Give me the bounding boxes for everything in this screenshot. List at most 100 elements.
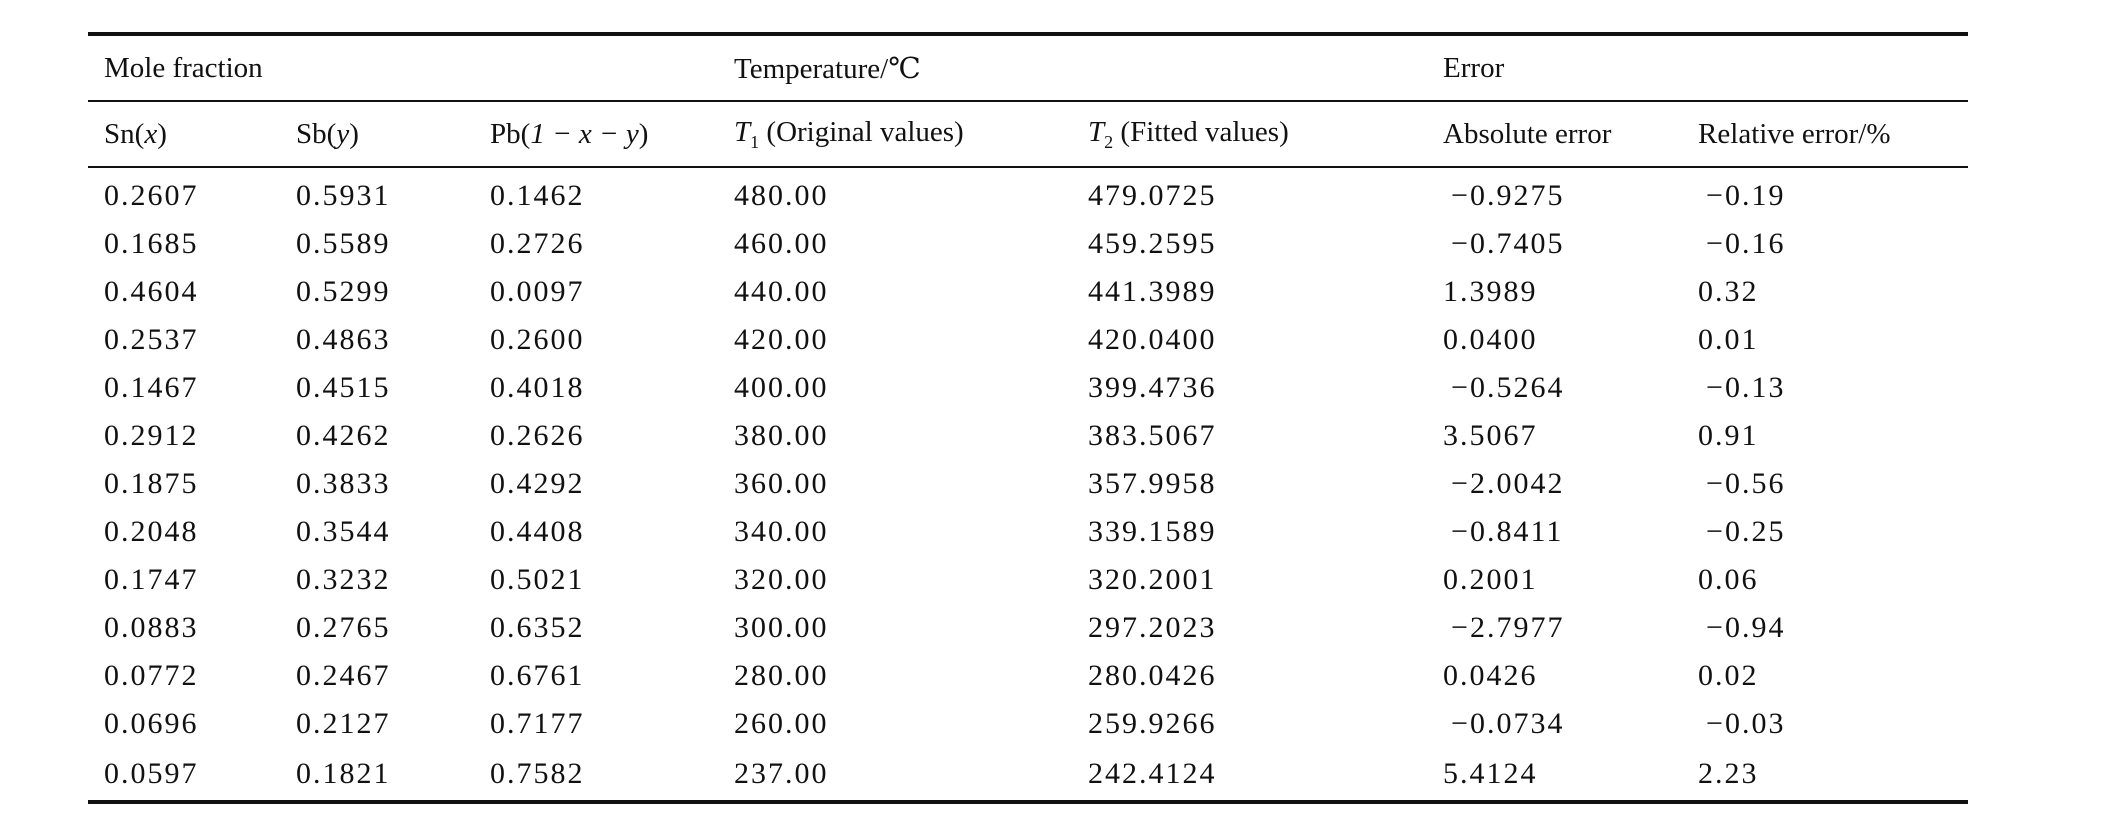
cell-t2: 479.0725 bbox=[1088, 179, 1217, 212]
table-row: 0.0772 0.2467 0.6761 280.00 280.0426 0.0426 0.… bbox=[88, 652, 1968, 700]
cell-sb: 0.1821 bbox=[280, 748, 474, 804]
cell-t2: 339.1589 bbox=[1088, 515, 1217, 548]
cell-absolute-error: 0.0400 bbox=[1443, 323, 1538, 356]
cell-relative-error: 0.06 bbox=[1698, 563, 1759, 596]
cell-t2: 297.2023 bbox=[1088, 611, 1217, 644]
cell-t1: 320.00 bbox=[734, 563, 829, 596]
col-header-sb-var: y bbox=[336, 117, 350, 150]
group-header-temperature: Temperature/℃ bbox=[718, 32, 1428, 102]
col-header-absolute-error: Absolute error bbox=[1427, 101, 1683, 168]
cell-pb: 0.7582 bbox=[474, 748, 719, 804]
cell-sn: 0.1875 bbox=[104, 467, 199, 500]
table-body: 0.2607 0.5931 0.1462 480.00 479.0725 −0.9275 −… bbox=[88, 167, 1969, 804]
table-row: 0.0597 0.1821 0.7582 237.00 242.4124 5.4124 2.… bbox=[88, 748, 1969, 804]
col-header-sn-var: x bbox=[144, 117, 158, 150]
table-row: 0.0883 0.2765 0.6352 300.00 297.2023 −2.7977 −… bbox=[88, 604, 1968, 652]
cell-pb: 0.2626 bbox=[490, 419, 585, 452]
cell-sb: 0.5931 bbox=[296, 179, 391, 212]
col-header-sn-label: Sn bbox=[104, 117, 135, 150]
cell-sb: 0.2467 bbox=[296, 659, 391, 692]
cell-absolute-error: −2.7977 bbox=[1451, 611, 1565, 644]
cell-pb: 0.0097 bbox=[490, 275, 585, 308]
cell-pb: 0.1462 bbox=[490, 179, 585, 212]
cell-absolute-error: 0.2001 bbox=[1443, 563, 1538, 596]
cell-sb: 0.4262 bbox=[296, 419, 391, 452]
table-row: 0.2912 0.4262 0.2626 380.00 383.5067 3.5067 0.… bbox=[88, 412, 1968, 460]
group-header-mole-fraction: Mole fraction bbox=[88, 32, 719, 102]
cell-relative-error: 0.91 bbox=[1698, 419, 1759, 452]
table-row: 0.4604 0.5299 0.0097 440.00 441.3989 1.3989 0.… bbox=[88, 268, 1968, 316]
cell-pb: 0.4292 bbox=[490, 467, 585, 500]
col-header-t2: T2 (Fitted values) bbox=[1072, 101, 1428, 168]
table-row: 0.2607 0.5931 0.1462 480.00 479.0725 −0.9275 −… bbox=[88, 167, 1968, 220]
cell-relative-error: 0.32 bbox=[1698, 275, 1759, 308]
cell-sb: 0.2127 bbox=[296, 707, 391, 740]
table-row: 0.2537 0.4863 0.2600 420.00 420.0400 0.0400 0.… bbox=[88, 316, 1968, 364]
cell-pb: 0.6761 bbox=[490, 659, 585, 692]
cell-relative-error: −0.16 bbox=[1706, 227, 1786, 260]
cell-sn: 0.2912 bbox=[104, 419, 199, 452]
cell-sn: 0.2607 bbox=[104, 179, 199, 212]
table-row: 0.2048 0.3544 0.4408 340.00 339.1589 −0.8411 −… bbox=[88, 508, 1968, 556]
group-header-row: Mole fraction Temperature/℃ Error bbox=[88, 32, 1969, 102]
cell-sb: 0.5589 bbox=[296, 227, 391, 260]
cell-t1: 340.00 bbox=[734, 515, 829, 548]
cell-absolute-error: −0.5264 bbox=[1451, 371, 1565, 404]
cell-t2: 280.0426 bbox=[1088, 659, 1217, 692]
cell-relative-error: 0.02 bbox=[1698, 659, 1759, 692]
table-row: 0.1747 0.3232 0.5021 320.00 320.2001 0.2001 0.… bbox=[88, 556, 1968, 604]
cell-t1: 460.00 bbox=[734, 227, 829, 260]
cell-sb: 0.2765 bbox=[296, 611, 391, 644]
col-header-t2-symbol: T bbox=[1088, 115, 1105, 148]
cell-t2: 459.2595 bbox=[1088, 227, 1217, 260]
cell-pb: 0.4018 bbox=[490, 371, 585, 404]
cell-relative-error: −0.19 bbox=[1706, 179, 1786, 212]
data-table: Mole fraction Temperature/℃ Error Sn(x) … bbox=[88, 32, 1969, 804]
table-row: 0.1685 0.5589 0.2726 460.00 459.2595 −0.7405 −… bbox=[88, 220, 1968, 268]
cell-sb: 0.4515 bbox=[296, 371, 391, 404]
table-row: 0.1467 0.4515 0.4018 400.00 399.4736 −0.5264 −… bbox=[88, 364, 1968, 412]
cell-t2: 320.2001 bbox=[1088, 563, 1217, 596]
cell-t1: 260.00 bbox=[734, 707, 829, 740]
cell-t1: 480.00 bbox=[734, 179, 829, 212]
cell-pb: 0.4408 bbox=[490, 515, 585, 548]
col-header-sb-label: Sb bbox=[296, 117, 327, 150]
cell-sn: 0.1747 bbox=[104, 563, 199, 596]
cell-t1: 360.00 bbox=[734, 467, 829, 500]
cell-sb: 0.3232 bbox=[296, 563, 391, 596]
cell-relative-error: 0.01 bbox=[1698, 323, 1759, 356]
col-header-relative-error: Relative error/% bbox=[1682, 101, 1969, 168]
cell-pb: 0.2726 bbox=[490, 227, 585, 260]
cell-sb: 0.5299 bbox=[296, 275, 391, 308]
cell-sn: 0.0772 bbox=[104, 659, 199, 692]
col-header-t1-label: (Original values) bbox=[766, 115, 964, 148]
cell-relative-error: 2.23 bbox=[1682, 748, 1969, 804]
cell-t1: 400.00 bbox=[734, 371, 829, 404]
cell-absolute-error: 3.5067 bbox=[1443, 419, 1538, 452]
cell-t2: 357.9958 bbox=[1088, 467, 1217, 500]
cell-t2: 259.9266 bbox=[1088, 707, 1217, 740]
table-row: 0.1875 0.3833 0.4292 360.00 357.9958 −2.0042 −… bbox=[88, 460, 1968, 508]
cell-t2: 399.4736 bbox=[1088, 371, 1217, 404]
group-header-error: Error bbox=[1427, 32, 1969, 102]
cell-t1: 237.00 bbox=[718, 748, 1073, 804]
cell-t1: 280.00 bbox=[734, 659, 829, 692]
cell-relative-error: −0.03 bbox=[1706, 707, 1786, 740]
cell-absolute-error: −0.9275 bbox=[1451, 179, 1565, 212]
cell-t2: 441.3989 bbox=[1088, 275, 1217, 308]
cell-sn: 0.0883 bbox=[104, 611, 199, 644]
cell-sn: 0.4604 bbox=[104, 275, 199, 308]
cell-t2: 242.4124 bbox=[1072, 748, 1428, 804]
cell-absolute-error: 0.0426 bbox=[1443, 659, 1538, 692]
cell-pb: 0.5021 bbox=[490, 563, 585, 596]
col-header-t1: T1 (Original values) bbox=[718, 101, 1073, 168]
cell-relative-error: −0.56 bbox=[1706, 467, 1786, 500]
cell-absolute-error: −0.7405 bbox=[1451, 227, 1565, 260]
cell-absolute-error: −0.0734 bbox=[1451, 707, 1565, 740]
col-header-pb-label: Pb bbox=[490, 117, 521, 150]
data-table-container: Mole fraction Temperature/℃ Error Sn(x) … bbox=[88, 32, 1969, 804]
col-header-sn: Sn(x) bbox=[88, 101, 280, 168]
cell-sn: 0.2048 bbox=[104, 515, 199, 548]
cell-sn: 0.2537 bbox=[104, 323, 199, 356]
col-header-sb: Sb(y) bbox=[280, 101, 474, 168]
